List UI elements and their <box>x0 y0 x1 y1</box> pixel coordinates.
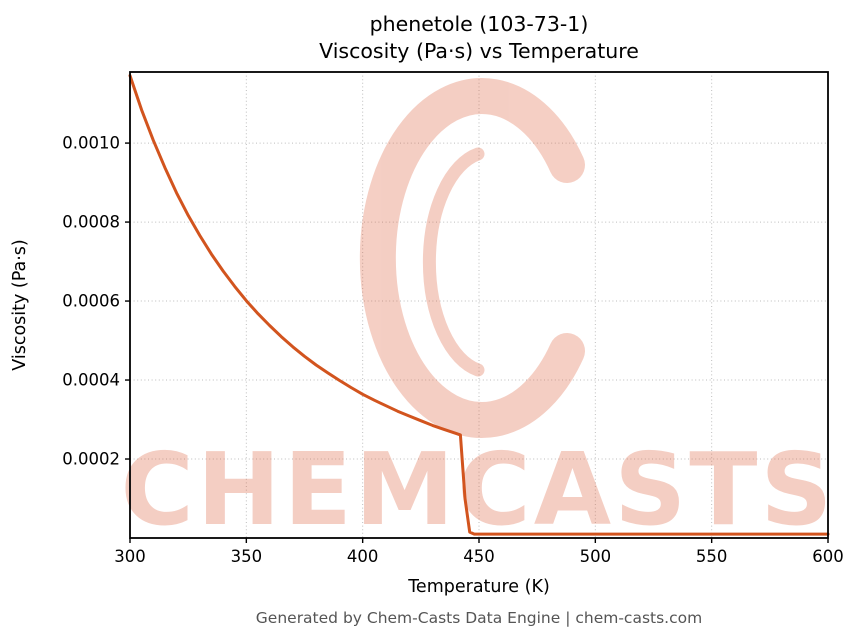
chart-title-line1: phenetole (103-73-1) <box>370 12 589 36</box>
chart-title-line2: Viscosity (Pa·s) vs Temperature <box>319 39 639 63</box>
x-tick-label: 350 <box>231 547 263 566</box>
watermark-text: CHEMCASTS <box>121 431 836 548</box>
viscosity-curve <box>128 74 830 536</box>
x-axis-label: Temperature (K) <box>407 577 550 597</box>
watermark-logo-inner-swirl-icon <box>422 147 485 377</box>
y-tick-label: 0.0008 <box>62 213 120 232</box>
x-tick-label: 400 <box>347 547 379 566</box>
x-tick-label: 450 <box>463 547 495 566</box>
x-tick-label: 500 <box>580 547 612 566</box>
footer-credit: Generated by Chem-Casts Data Engine | ch… <box>256 609 702 627</box>
y-axis-label: Viscosity (Pa·s) <box>10 239 30 370</box>
y-tick-label: 0.0004 <box>62 371 120 390</box>
x-tick-label: 300 <box>114 547 146 566</box>
x-tick-label: 600 <box>812 547 844 566</box>
watermark-logo-ring-icon <box>359 78 585 438</box>
x-tick-label: 550 <box>696 547 728 566</box>
y-tick-label: 0.0010 <box>62 134 120 153</box>
y-tick-label: 0.0002 <box>62 450 120 469</box>
y-tick-label: 0.0006 <box>62 292 120 311</box>
chemcasts-watermark: CHEMCASTS <box>121 78 836 548</box>
